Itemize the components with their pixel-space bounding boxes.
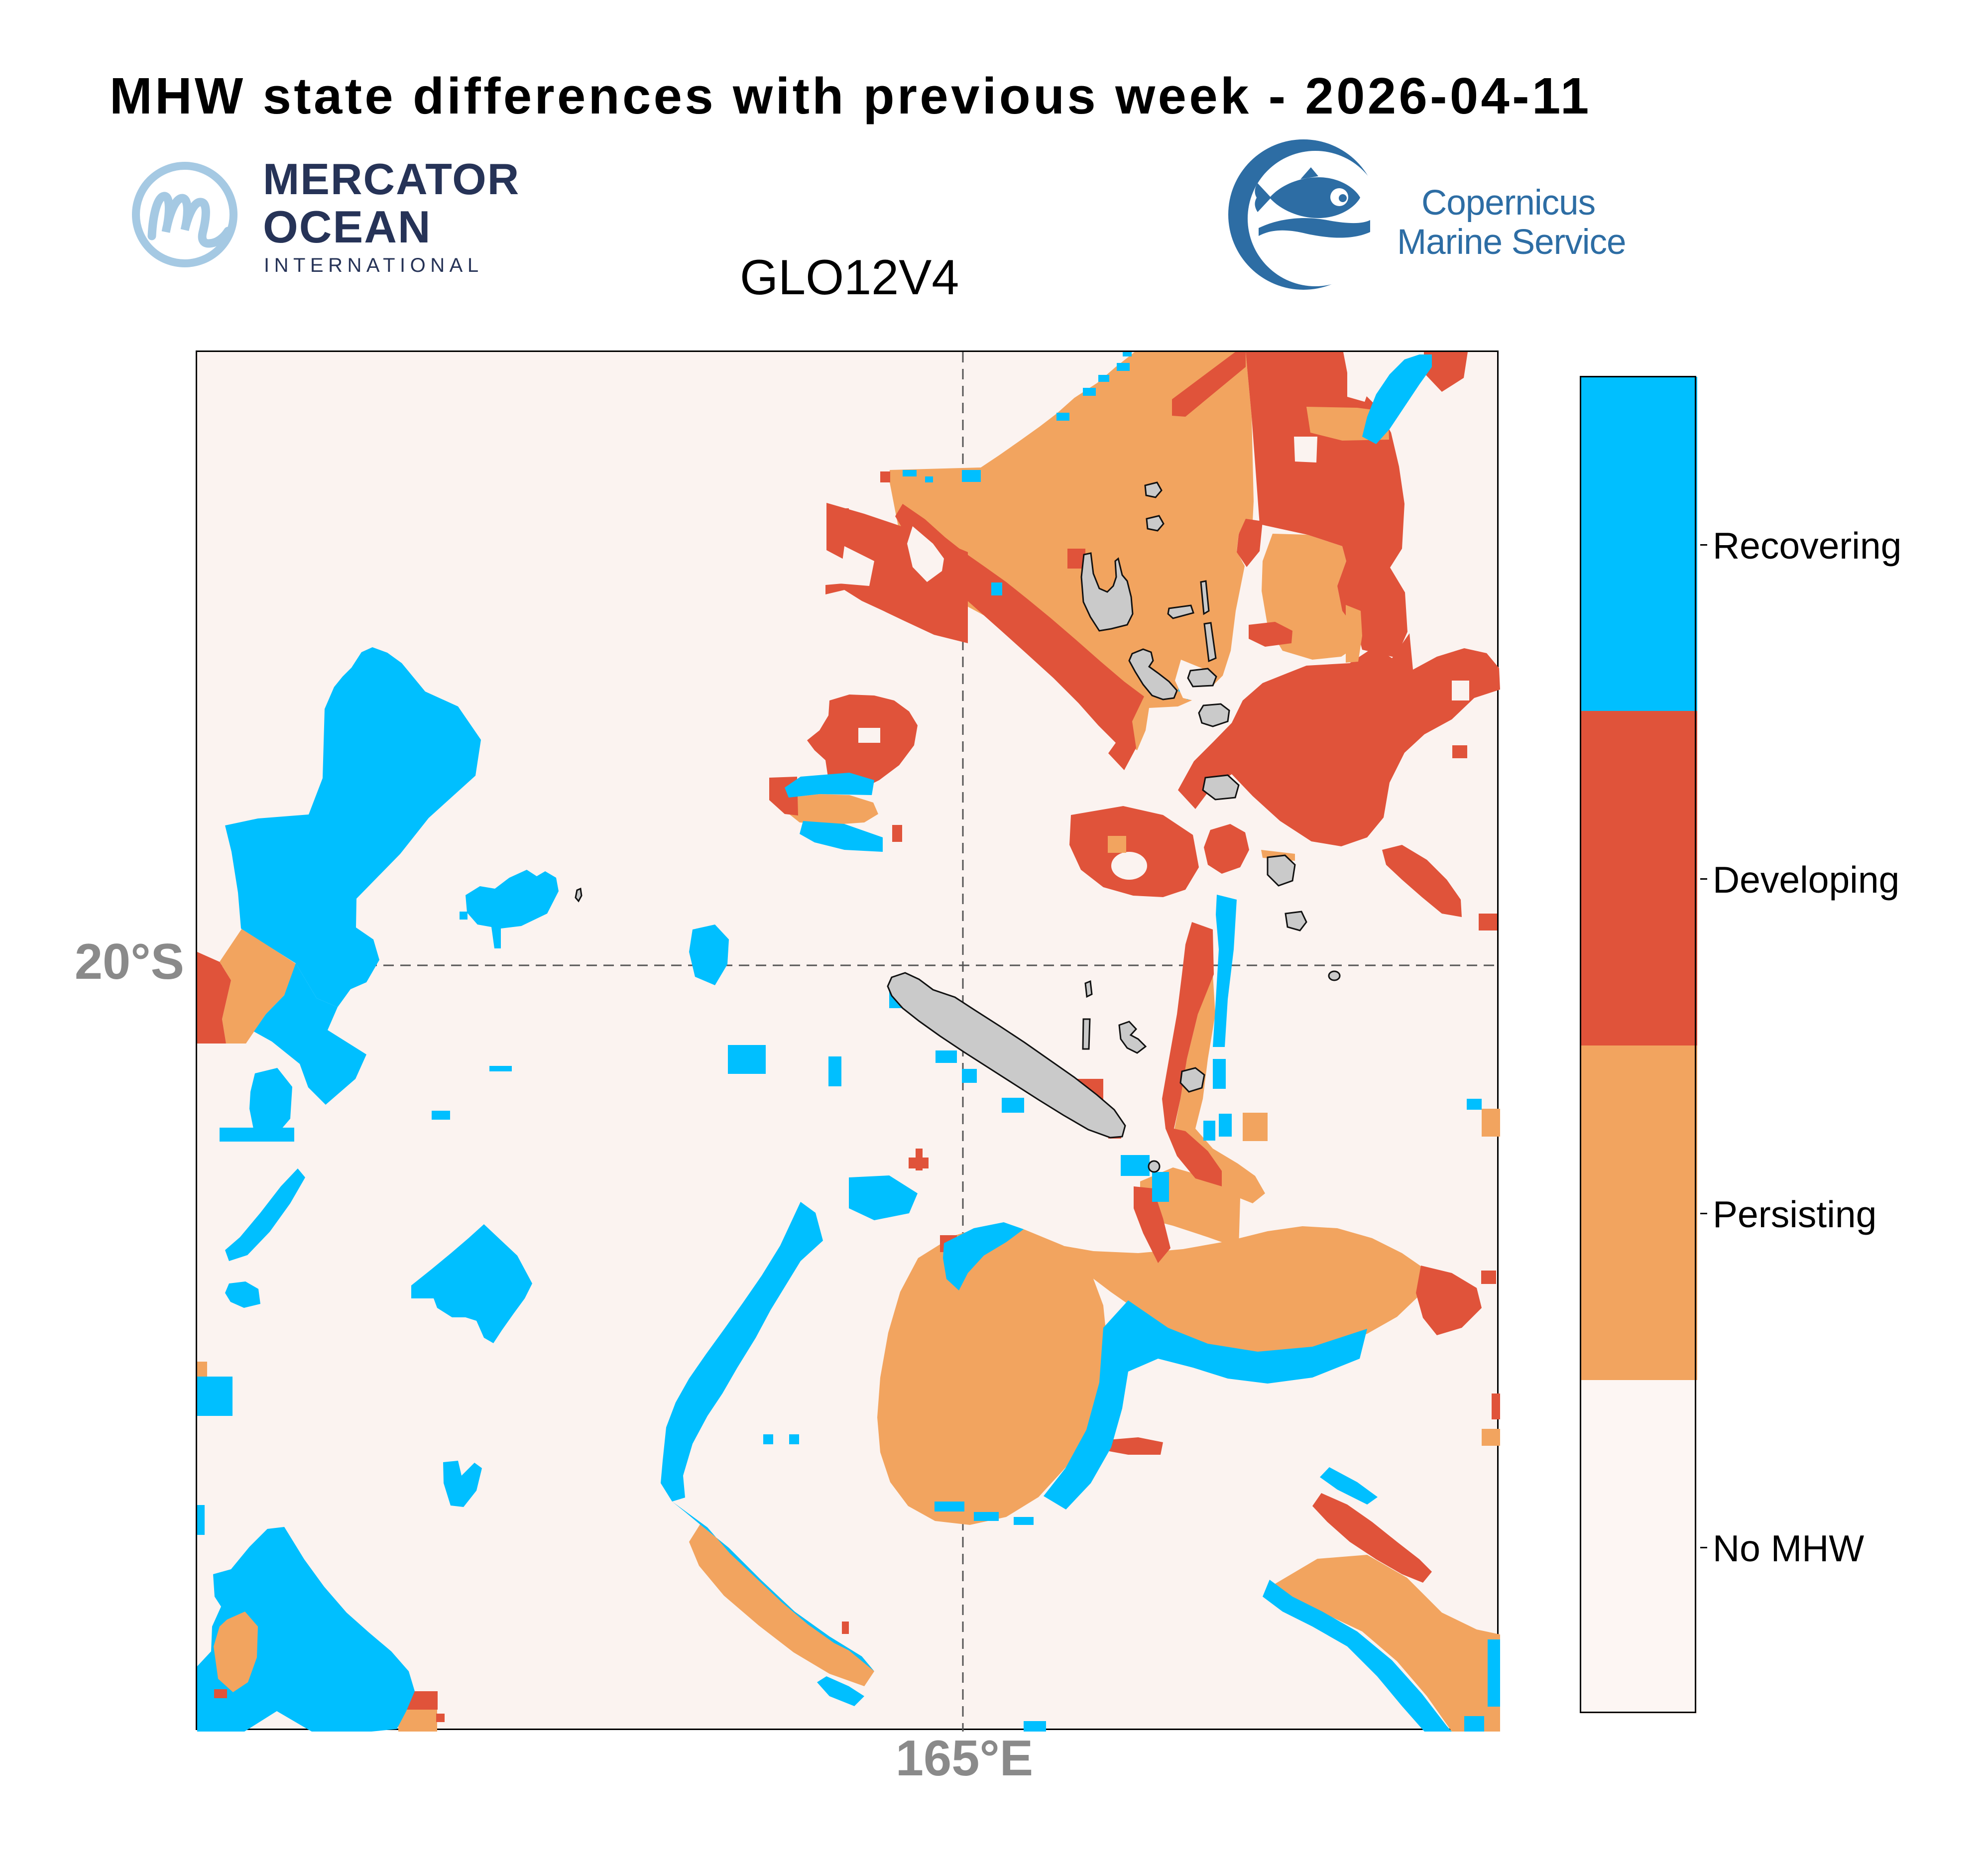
svg-text:MERCATOR: MERCATOR [263, 154, 520, 204]
svg-text:Marine Service: Marine Service [1397, 223, 1626, 262]
svg-text:Copernicus: Copernicus [1421, 183, 1595, 223]
svg-text:INTERNATIONAL: INTERNATIONAL [264, 254, 483, 276]
svg-text:OCEAN: OCEAN [263, 202, 432, 252]
